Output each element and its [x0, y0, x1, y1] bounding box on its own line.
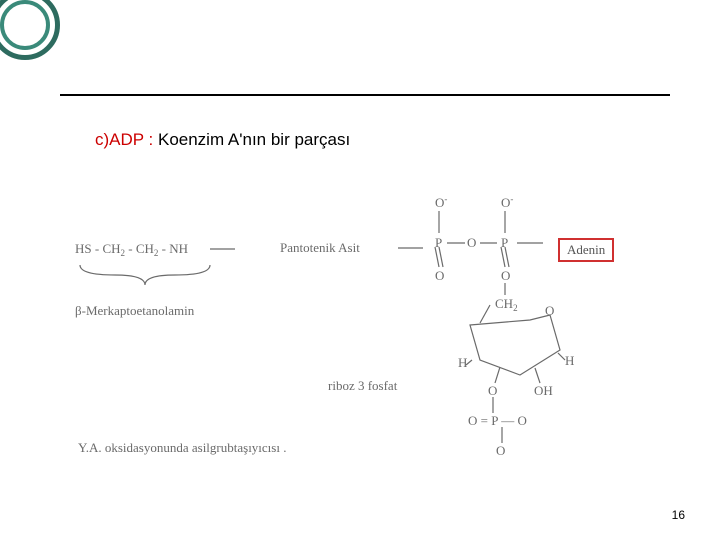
svg-text:H: H	[565, 353, 574, 368]
riboz-label: riboz 3 fosfat	[328, 378, 397, 394]
svg-text:O: O	[488, 383, 497, 398]
slide-heading: c)ADP : Koenzim A'nın bir parçası	[95, 130, 350, 150]
svg-text:O-: O-	[501, 194, 513, 210]
footnote: Y.A. oksidasyonunda asilgrubtaşıyıcısı .	[78, 440, 286, 456]
ribose-ring: O H H O OH O = P — O O	[440, 305, 620, 470]
ring-inner	[0, 0, 50, 50]
svg-text:H: H	[458, 355, 467, 370]
corner-decoration	[0, 0, 80, 80]
pantotenik-label: Pantotenik Asit	[280, 240, 360, 256]
svg-text:O: O	[496, 443, 505, 458]
adenin-box: Adenin	[558, 238, 614, 262]
phosphate-groups: O- P O O O- P O CH2	[425, 195, 555, 320]
heading-prefix: c)ADP :	[95, 130, 158, 149]
mercapto-formula: HS - CH2 - CH2 - NH	[75, 241, 188, 258]
horizontal-rule	[60, 94, 670, 96]
svg-text:O: O	[545, 303, 554, 318]
svg-text:OH: OH	[534, 383, 553, 398]
beta-mercapto-label: β-Merkaptoetanolamin	[75, 303, 195, 318]
svg-text:O-: O-	[435, 194, 447, 210]
svg-text:O: O	[435, 268, 444, 283]
adenin-label: Adenin	[558, 238, 614, 262]
svg-text:O = P — O: O = P — O	[468, 413, 527, 428]
connector-1	[398, 238, 428, 263]
page-number: 16	[672, 508, 685, 522]
svg-text:O: O	[467, 235, 476, 250]
heading-rest: Koenzim A'nın bir parçası	[158, 130, 350, 149]
svg-text:O: O	[501, 268, 510, 283]
